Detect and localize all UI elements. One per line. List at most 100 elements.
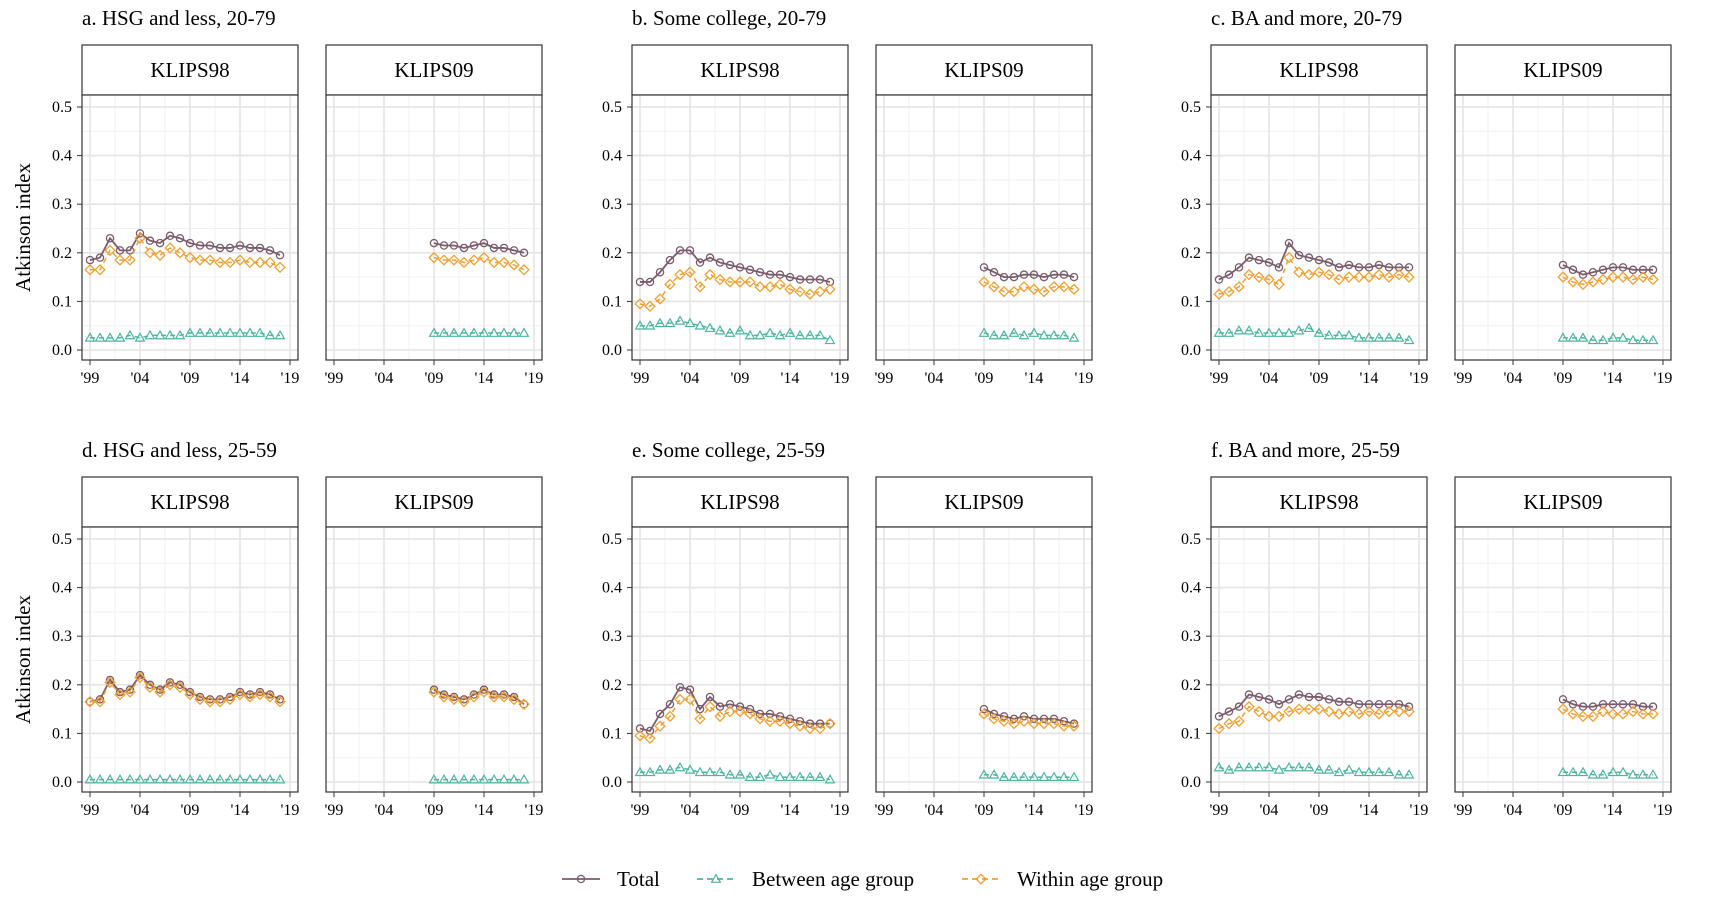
series-line	[639, 271, 831, 308]
data-point	[95, 253, 105, 262]
data-point	[664, 764, 676, 774]
x-tick-label: '19	[281, 802, 300, 819]
data-point	[95, 695, 105, 704]
facet-strip	[631, 44, 849, 96]
series-line	[983, 281, 1075, 293]
data-point	[1263, 273, 1275, 286]
data-point	[1394, 263, 1404, 272]
data-point	[185, 687, 195, 697]
data-point	[1323, 329, 1335, 340]
data-point	[235, 241, 245, 250]
y-tick-label: 0.4	[1181, 580, 1201, 597]
data-point	[1028, 283, 1040, 295]
data-point	[814, 722, 826, 735]
x-tick-label: '14	[1025, 370, 1044, 387]
data-point	[145, 680, 155, 690]
data-point	[1373, 708, 1385, 720]
facet-strip	[81, 476, 299, 528]
data-point	[1048, 771, 1060, 782]
data-point	[519, 248, 529, 258]
data-point	[488, 691, 500, 703]
data-point	[144, 773, 156, 784]
facet: KLIPS09 '99 '04 '09 '14 '19	[1454, 44, 1672, 387]
data-point	[124, 773, 136, 784]
data-point	[194, 254, 206, 266]
data-point	[1567, 708, 1579, 720]
facet: KLIPS98 '99 '04 '09 '14 '19	[631, 476, 849, 819]
data-point	[684, 764, 696, 774]
data-point	[785, 272, 795, 282]
data-point	[1039, 714, 1049, 724]
data-point	[1263, 327, 1275, 337]
data-point	[715, 702, 725, 711]
data-point	[714, 324, 726, 335]
facet-strip-label: KLIPS09	[1523, 490, 1602, 514]
data-point	[988, 769, 1000, 779]
y-tick-label: 0.2	[1181, 677, 1201, 694]
data-point	[1393, 268, 1405, 281]
data-point	[644, 300, 656, 312]
data-point	[94, 264, 106, 276]
data-point	[755, 267, 765, 277]
data-point	[448, 773, 460, 784]
data-point	[224, 773, 236, 784]
data-point	[518, 698, 530, 710]
data-point	[1363, 271, 1375, 283]
data-point	[635, 277, 645, 287]
data-point	[85, 255, 95, 265]
data-point	[104, 332, 116, 342]
data-point	[1028, 327, 1040, 337]
x-tick-label: '99	[81, 370, 100, 387]
x-tick-label: '09	[975, 370, 994, 387]
data-point	[1303, 703, 1315, 715]
data-point	[1284, 238, 1294, 248]
data-point	[224, 327, 236, 337]
data-point	[784, 771, 796, 782]
data-point	[805, 719, 815, 728]
data-point	[1608, 699, 1618, 709]
data-point	[1557, 703, 1569, 715]
data-point	[1353, 708, 1365, 720]
facet: KLIPS98 '99 '04 '09 '14 '19	[1210, 476, 1428, 819]
x-tick-label: '14	[781, 370, 800, 387]
data-point	[184, 251, 196, 264]
data-point	[704, 700, 716, 713]
series-line	[433, 256, 525, 271]
facet-strip	[1210, 476, 1428, 528]
data-point	[184, 773, 196, 784]
data-point	[1253, 327, 1265, 337]
data-point	[448, 693, 460, 706]
data-point	[478, 773, 490, 784]
data-point	[439, 241, 449, 250]
data-point	[145, 236, 155, 245]
data-point	[825, 719, 835, 728]
data-point	[1049, 270, 1059, 279]
data-point	[1567, 276, 1579, 288]
data-point	[84, 696, 96, 708]
data-point	[1568, 699, 1578, 709]
data-point	[765, 270, 775, 279]
data-point	[1233, 281, 1245, 293]
facet-strip-label: KLIPS09	[394, 490, 473, 514]
data-point	[714, 273, 726, 286]
x-tick-label: '99	[1210, 370, 1229, 387]
data-point	[519, 699, 529, 709]
data-point	[234, 773, 246, 784]
data-point	[1253, 705, 1265, 718]
data-point	[459, 243, 469, 253]
data-point	[784, 283, 796, 295]
chart-panel: c. BA and more, 20-79 0.0 0.1 0.2 0.3 0.4 0.5 K…	[1181, 6, 1672, 387]
data-point	[634, 320, 646, 330]
x-tick-label: '14	[1360, 370, 1379, 387]
data-point	[655, 709, 665, 719]
data-point	[1293, 703, 1305, 715]
data-point	[438, 773, 450, 784]
data-point	[428, 251, 440, 264]
facet-strip	[1454, 476, 1672, 528]
data-point	[999, 712, 1009, 721]
legend-item: Total	[562, 867, 660, 891]
data-point	[1313, 266, 1325, 278]
data-point	[468, 773, 480, 784]
data-point	[479, 685, 489, 694]
x-tick-label: '04	[1504, 370, 1523, 387]
